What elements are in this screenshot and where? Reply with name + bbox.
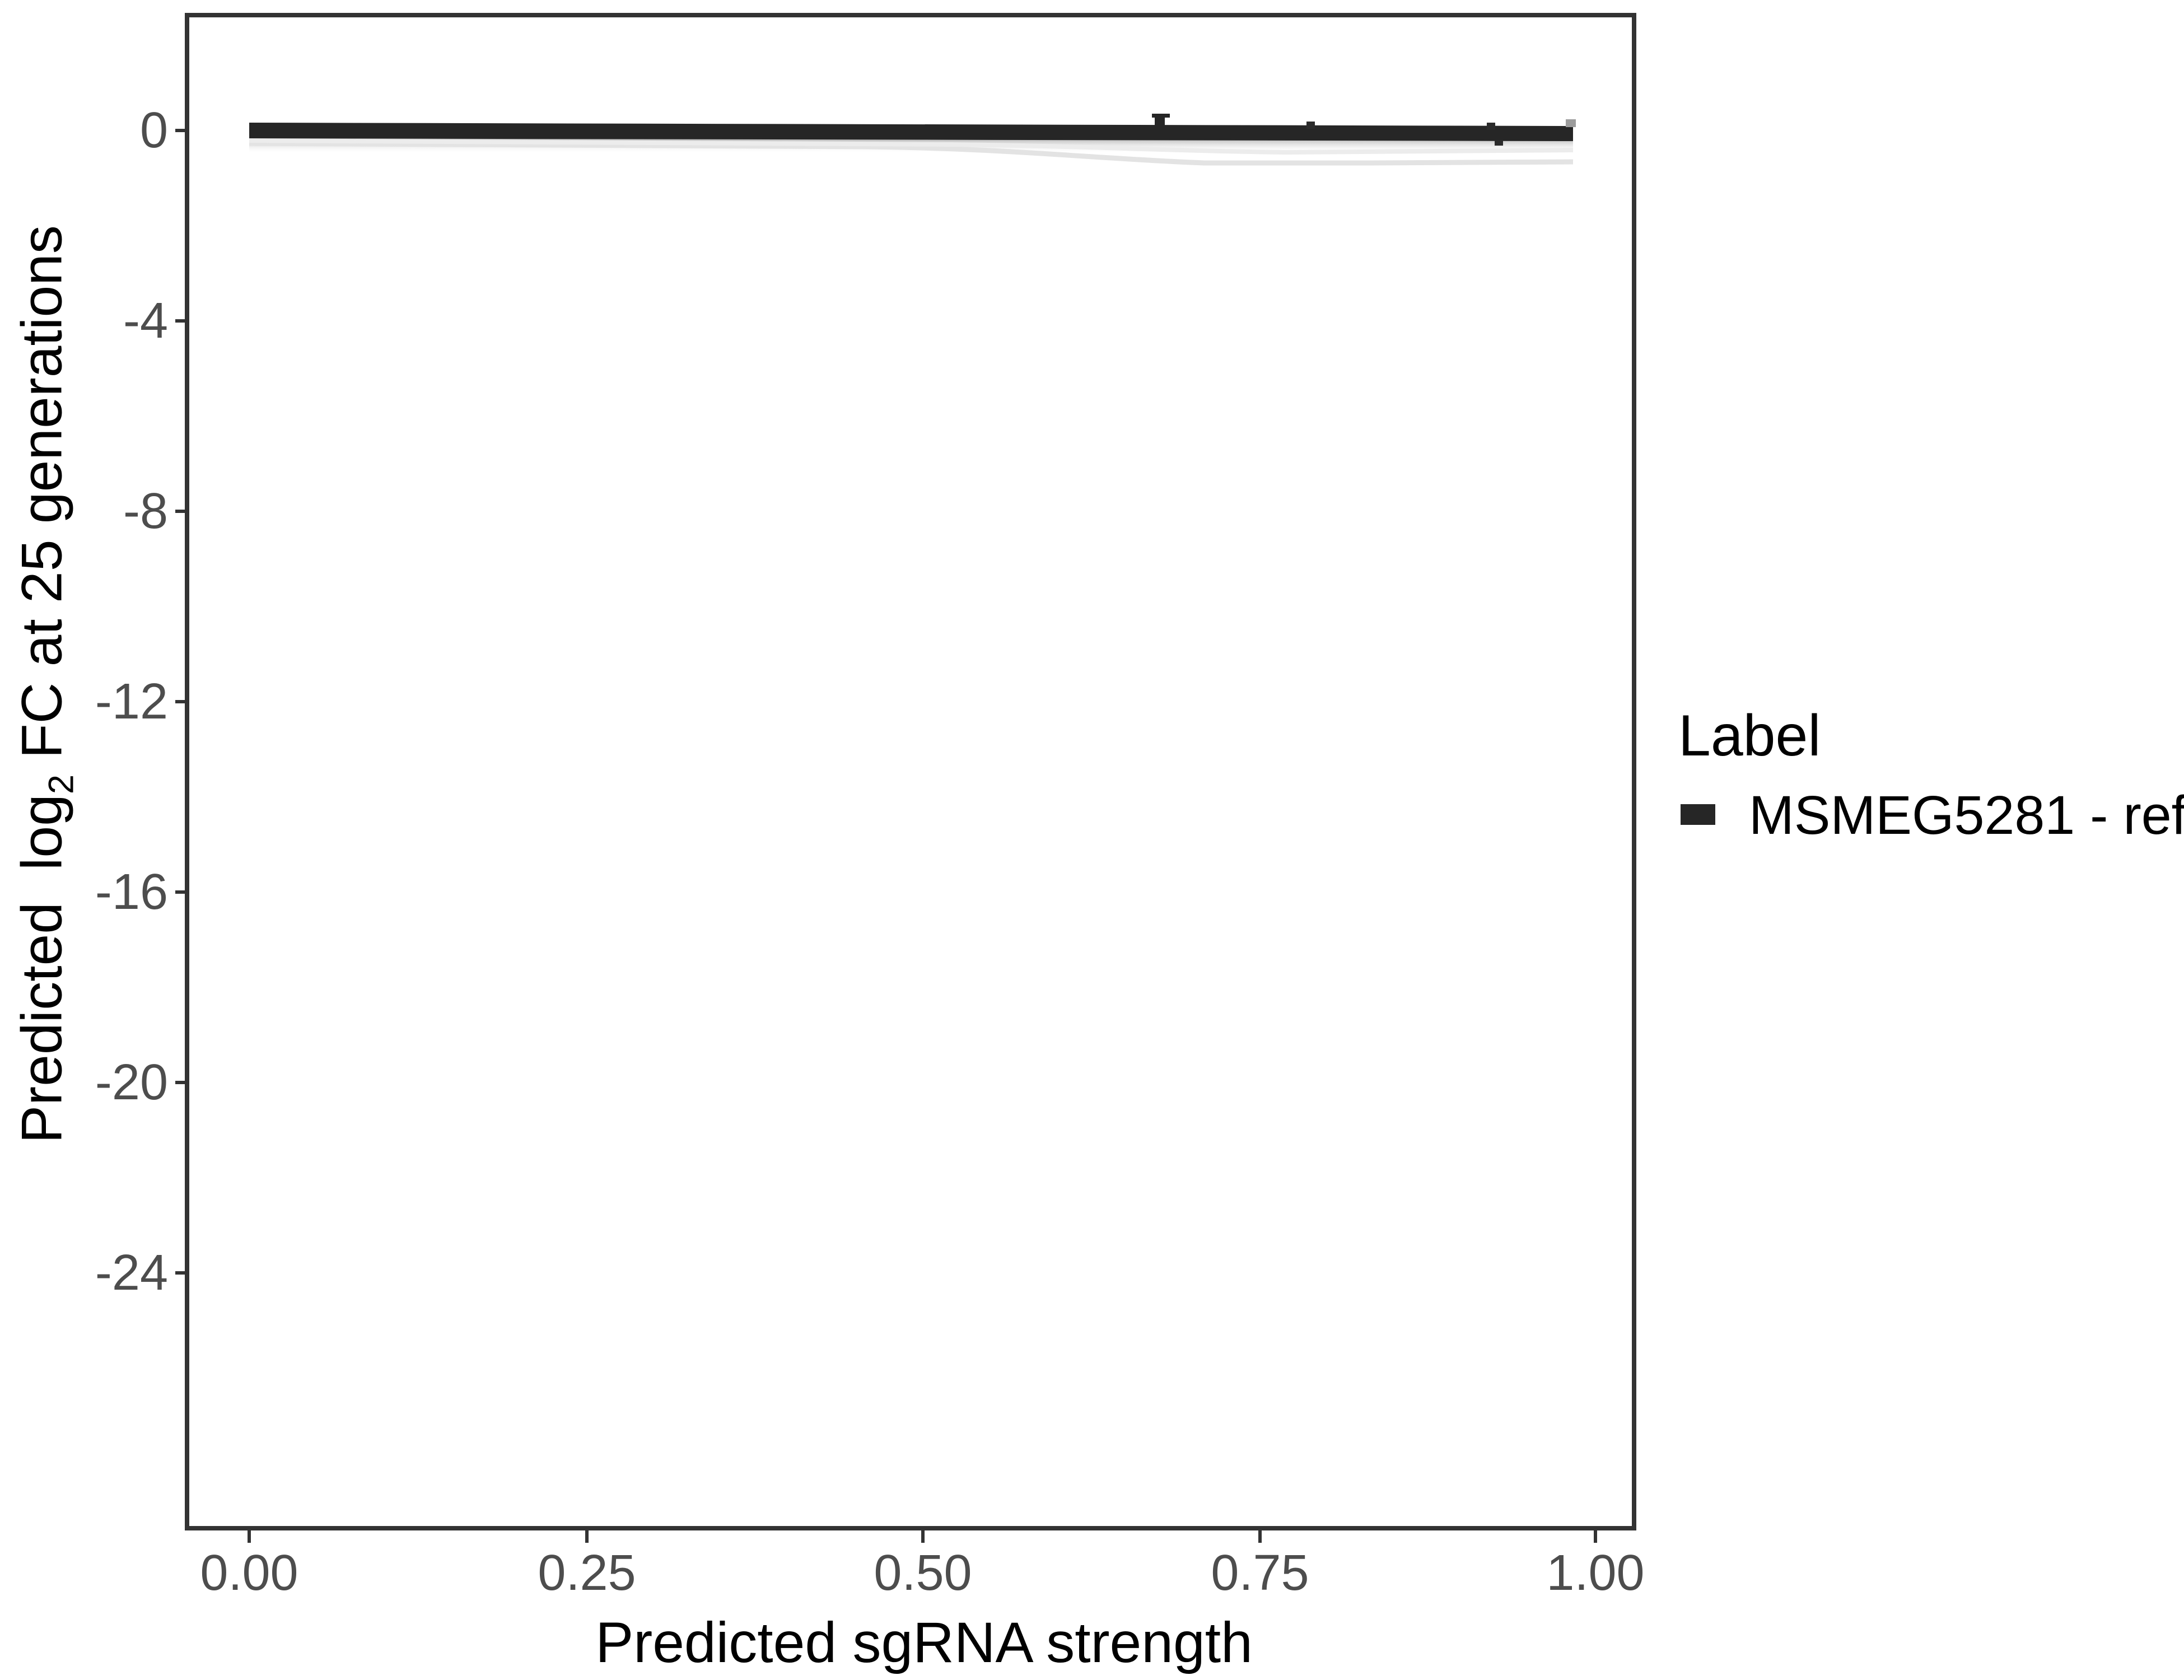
panel-border [185, 13, 1636, 1530]
y-tick-mark [175, 129, 185, 132]
y-tick-mark [175, 890, 185, 894]
y-tick-mark [175, 319, 185, 323]
y-axis-title: Predicted log2 FC at 25 generations [10, 225, 92, 1144]
x-tick-mark [1594, 1530, 1597, 1543]
y-tick-label: -4 [123, 293, 168, 349]
x-tick-mark [921, 1530, 925, 1543]
legend-item-label: MSMEG5281 - ref [1749, 785, 2184, 846]
point-marker [1306, 122, 1315, 129]
y-tick-label: -24 [95, 1245, 168, 1301]
x-tick-mark [585, 1530, 589, 1543]
y-axis-title-sub: 2 [41, 774, 81, 795]
main-series-band [249, 123, 1573, 141]
background-curve-upper [249, 138, 1574, 155]
y-tick-label: -12 [95, 674, 168, 730]
x-tick-label: 0.75 [1211, 1545, 1309, 1601]
y-axis-title-pre: Predicted log [10, 794, 74, 1144]
point-marker [1495, 140, 1503, 146]
x-tick-mark [1258, 1530, 1262, 1543]
errorbar-cap [1152, 114, 1170, 118]
x-tick-label: 0.25 [538, 1545, 636, 1601]
y-tick-mark [175, 1271, 185, 1275]
legend-key-square [1681, 804, 1715, 825]
y-tick-label: -20 [95, 1054, 168, 1110]
y-tick-label: -16 [95, 864, 168, 920]
x-axis-title: Predicted sgRNA strength [595, 1611, 1253, 1674]
legend-title: Label [1678, 703, 1821, 768]
point-marker [1487, 123, 1495, 130]
y-tick-mark [175, 700, 185, 703]
x-tick-mark [248, 1530, 251, 1543]
y-tick-mark [175, 1081, 185, 1084]
x-tick-label: 0.00 [200, 1545, 298, 1601]
background-curve-lower [249, 141, 1574, 166]
y-axis-title-post: FC at 25 generations [10, 225, 74, 775]
y-tick-label: 0 [139, 102, 168, 158]
y-tick-mark [175, 510, 185, 513]
point-marker-grey [1566, 119, 1576, 127]
x-tick-label: 0.50 [874, 1545, 972, 1601]
x-tick-label: 1.00 [1546, 1545, 1645, 1601]
errorbar-point [1155, 118, 1165, 127]
y-tick-label: -8 [123, 483, 168, 539]
